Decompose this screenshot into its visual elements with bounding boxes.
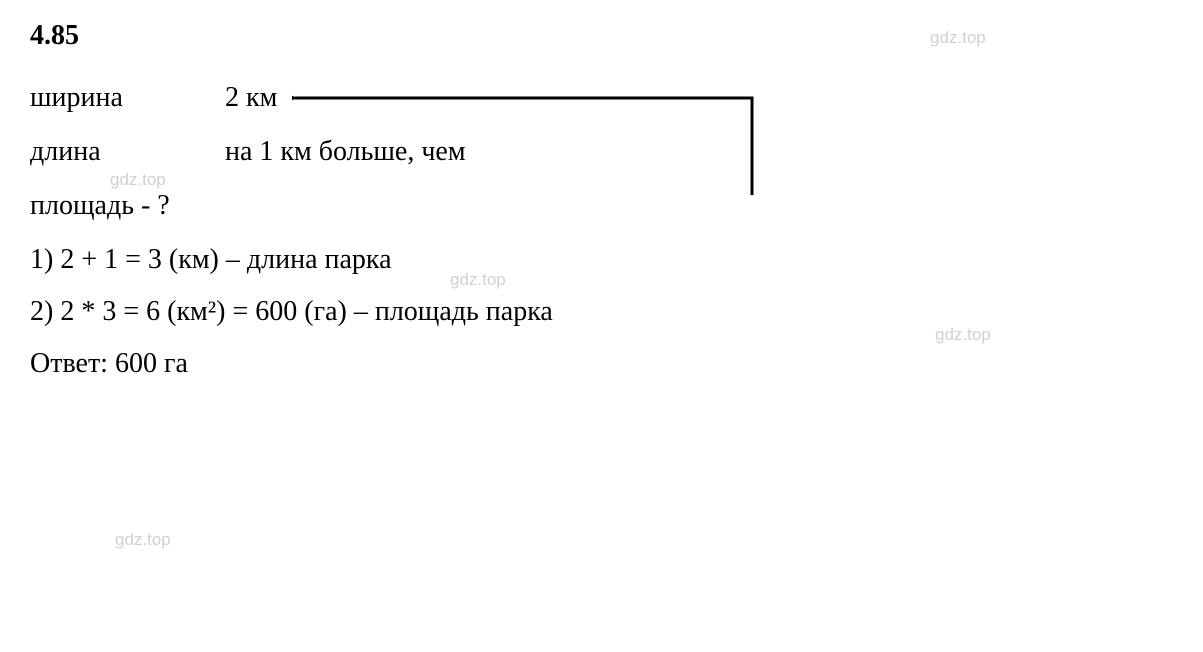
- area-label: площадь - ?: [30, 190, 170, 222]
- area-row: площадь - ?: [30, 190, 1173, 222]
- problem-number: 4.85: [30, 20, 1173, 52]
- width-row: ширина 2 км: [30, 82, 1173, 114]
- width-label: ширина: [30, 82, 225, 114]
- step-1-text: 1) 2 + 1 = 3 (км) – длина парка: [30, 244, 392, 276]
- step-1: 1) 2 + 1 = 3 (км) – длина парка: [30, 244, 1173, 276]
- length-row: длина на 1 км больше, чем: [30, 136, 1173, 168]
- answer-text: Ответ: 600 га: [30, 348, 188, 380]
- step-2-text: 2) 2 * 3 = 6 (км²) = 600 (га) – площадь …: [30, 296, 553, 328]
- width-value: 2 км: [225, 82, 1173, 114]
- length-label: длина: [30, 136, 225, 168]
- watermark: gdz.top: [115, 530, 171, 550]
- length-value: на 1 км больше, чем: [225, 136, 1173, 168]
- step-2: 2) 2 * 3 = 6 (км²) = 600 (га) – площадь …: [30, 296, 1173, 328]
- answer-row: Ответ: 600 га: [30, 348, 1173, 380]
